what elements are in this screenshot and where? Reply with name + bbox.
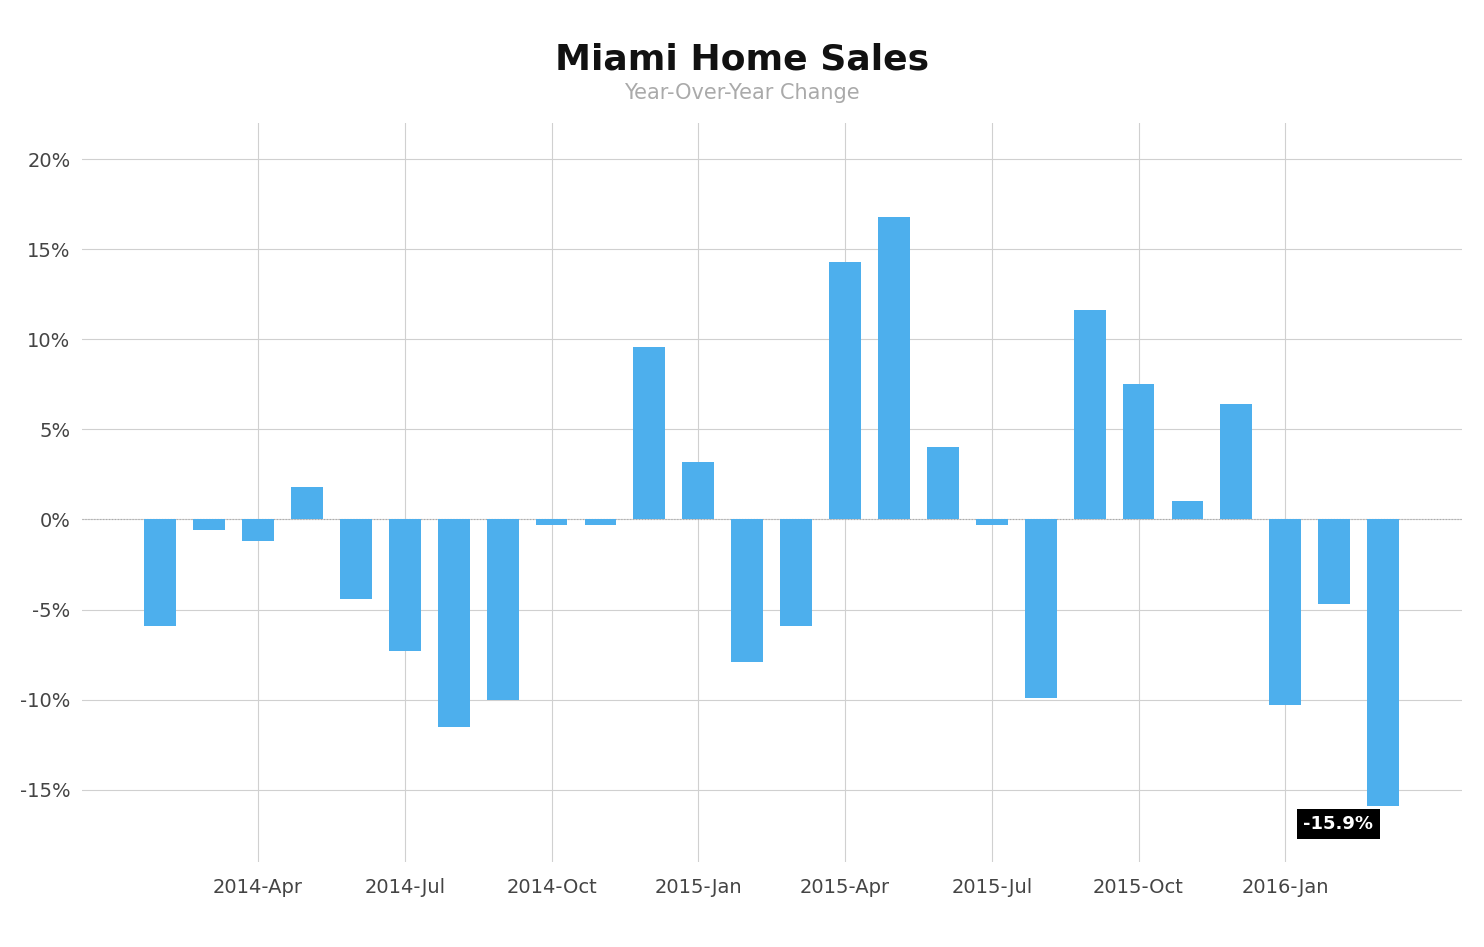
Bar	[683, 462, 714, 520]
Bar	[389, 520, 421, 651]
Bar	[1074, 311, 1106, 520]
Bar	[732, 520, 763, 662]
Bar	[781, 520, 812, 626]
Text: Year-Over-Year Change: Year-Over-Year Change	[625, 83, 859, 103]
Bar	[144, 520, 177, 626]
Bar	[1269, 520, 1301, 705]
Bar	[976, 520, 1008, 525]
Bar	[1171, 502, 1204, 520]
Bar	[634, 347, 665, 520]
Bar	[928, 447, 959, 520]
Bar	[536, 520, 567, 525]
Bar	[487, 520, 518, 700]
Bar	[438, 520, 469, 726]
Bar	[879, 217, 910, 520]
Bar	[291, 487, 324, 520]
Bar	[585, 520, 616, 525]
Bar	[830, 261, 861, 520]
Bar	[1318, 520, 1350, 604]
Text: Miami Home Sales: Miami Home Sales	[555, 43, 929, 77]
Bar	[242, 520, 275, 541]
Bar	[340, 520, 372, 599]
Bar	[1367, 520, 1399, 806]
Text: -15.9%: -15.9%	[1303, 815, 1373, 833]
Bar	[1122, 384, 1155, 520]
Bar	[1220, 404, 1252, 520]
Bar	[1025, 520, 1057, 698]
Bar	[193, 520, 226, 530]
